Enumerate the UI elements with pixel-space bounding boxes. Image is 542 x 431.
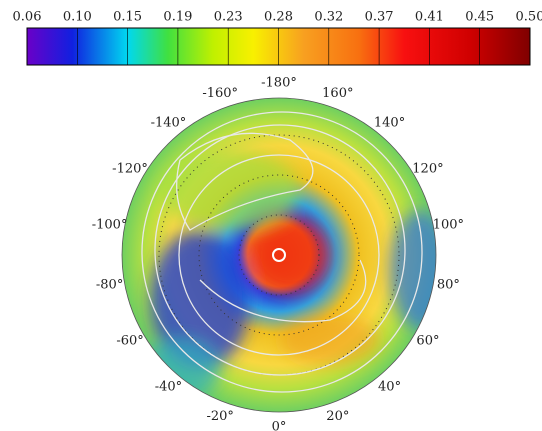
colorbar-tick-label: 0.37 <box>365 10 394 25</box>
longitude-label: -20° <box>206 409 233 424</box>
colorbar-tick-label: 0.50 <box>516 10 542 25</box>
colorbar-tick-label: 0.28 <box>264 10 293 25</box>
longitude-label: 20° <box>326 409 349 424</box>
colorbar-tick-label: 0.23 <box>214 10 243 25</box>
longitude-label: -120° <box>112 162 148 177</box>
longitude-label: -80° <box>96 277 123 292</box>
map-figure: 0.06 0.10 0.15 0.19 0.23 0.28 0.32 0.37 0.41 0.45… <box>0 0 542 431</box>
longitude-label: 60° <box>416 334 439 349</box>
longitude-label: 0° <box>272 420 287 431</box>
longitude-label: -160° <box>202 86 238 101</box>
longitude-label: -180° <box>261 76 297 91</box>
colorbar-tick-label: 0.41 <box>415 10 444 25</box>
longitude-label: 40° <box>378 379 401 394</box>
colorbar-tick-label: 0.06 <box>13 10 42 25</box>
longitude-label: -40° <box>155 379 182 394</box>
longitude-label: 80° <box>437 277 460 292</box>
colorbar-tick-label: 0.15 <box>113 10 142 25</box>
longitude-label: 160° <box>322 86 353 101</box>
longitude-label: 120° <box>412 162 443 177</box>
longitude-label: 100° <box>433 218 464 233</box>
colorbar-tick-label: 0.32 <box>314 10 343 25</box>
colorbar-tick-label: 0.45 <box>465 10 494 25</box>
colorbar-tick-label: 0.19 <box>163 10 192 25</box>
longitude-label: -100° <box>92 218 128 233</box>
longitude-label: 140° <box>374 116 405 131</box>
colorbar-tick-label: 0.10 <box>63 10 92 25</box>
longitude-label: -60° <box>116 334 143 349</box>
page: 0.06 0.10 0.15 0.19 0.23 0.28 0.32 0.37 0.41 0.45… <box>0 0 542 431</box>
longitude-label: -140° <box>151 116 187 131</box>
